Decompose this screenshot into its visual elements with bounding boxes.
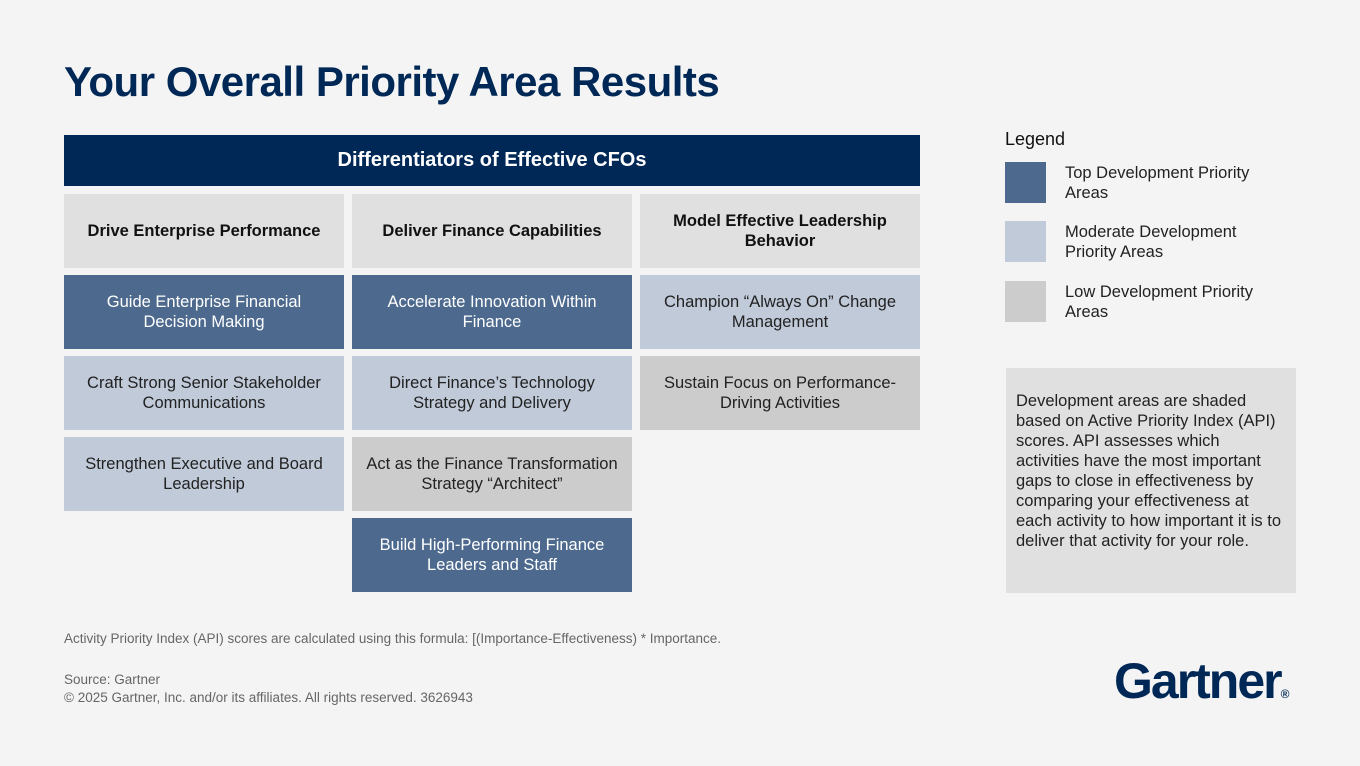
registered-mark: ®	[1280, 687, 1290, 701]
formula-footnote: Activity Priority Index (API) scores are…	[64, 631, 722, 646]
legend-label: Moderate Development Priority Areas	[1065, 222, 1237, 261]
legend-swatch-moderate	[1005, 221, 1046, 262]
priority-cell: Accelerate Innovation Within Finance	[352, 275, 632, 349]
priority-cell: Strengthen Executive and Board Leadershi…	[64, 437, 344, 511]
gartner-logo: Gartner®	[1114, 652, 1289, 710]
differentiators-banner: Differentiators of Effective CFOs	[64, 135, 920, 186]
legend-item-moderate: Moderate Development Priority Areas	[1005, 221, 1285, 262]
column-header-deliver-finance-capabilities: Deliver Finance Capabilities	[352, 194, 632, 268]
source-footnote: Source: Gartner © 2025 Gartner, Inc. and…	[64, 671, 473, 707]
legend-swatch-low	[1005, 281, 1046, 322]
legend-label: Top Development Priority Areas	[1065, 163, 1250, 202]
api-explanation-note: Development areas are shaded based on Ac…	[1006, 368, 1296, 593]
copyright-text: © 2025 Gartner, Inc. and/or its affiliat…	[64, 690, 473, 705]
page-title: Your Overall Priority Area Results	[64, 58, 720, 105]
priority-cell: Direct Finance’s Technology Strategy and…	[352, 356, 632, 430]
priority-cell: Champion “Always On” Change Management	[640, 275, 920, 349]
legend-title: Legend	[1005, 129, 1066, 149]
source-text: Source: Gartner	[64, 672, 161, 687]
legend-label: Low Development Priority Areas	[1065, 282, 1253, 321]
column-header-drive-enterprise-performance: Drive Enterprise Performance	[64, 194, 344, 268]
priority-cell: Guide Enterprise Financial Decision Maki…	[64, 275, 344, 349]
priority-cell: Act as the Finance Transformation Strate…	[352, 437, 632, 511]
column-header-model-effective-leadership-behavior: Model Effective Leadership Behavior	[640, 194, 920, 268]
legend-item-low: Low Development Priority Areas	[1005, 281, 1285, 322]
legend-swatch-top	[1005, 162, 1046, 203]
legend-item-top: Top Development Priority Areas	[1005, 162, 1285, 203]
priority-cell: Sustain Focus on Performance-Driving Act…	[640, 356, 920, 430]
logo-text: Gartner	[1114, 653, 1283, 709]
priority-cell: Build High-Performing Finance Leaders an…	[352, 518, 632, 592]
priority-cell: Craft Strong Senior Stakeholder Communic…	[64, 356, 344, 430]
